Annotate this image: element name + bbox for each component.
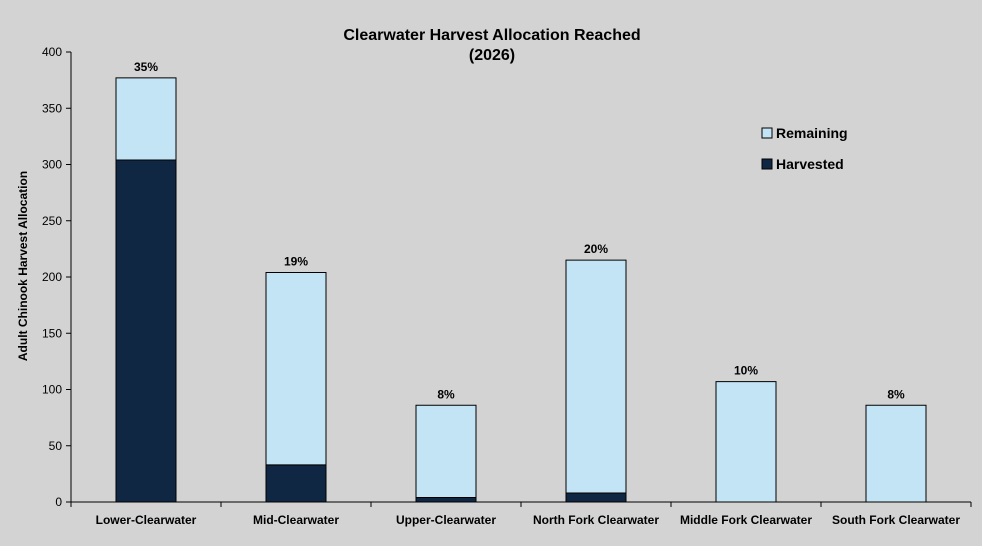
bar-remaining-south-fork-clearwater [865, 404, 927, 503]
bar-remaining-lower-clearwater [115, 77, 177, 161]
x-tick-label-north-fork-clearwater: North Fork Clearwater [533, 513, 659, 527]
data-label-upper-clearwater: 8% [437, 387, 455, 401]
legend-label-harvested: Harvested [776, 156, 844, 172]
data-label-lower-clearwater: 35% [134, 60, 158, 74]
bar-harvested-mid-clearwater [265, 464, 327, 503]
y-tick-label: 50 [49, 439, 63, 453]
bar-remaining-north-fork-clearwater [565, 259, 627, 494]
y-tick-label: 200 [42, 270, 62, 284]
y-tick-label: 100 [42, 383, 62, 397]
y-tick-label: 0 [55, 495, 62, 509]
bar-remaining-upper-clearwater [415, 404, 477, 498]
x-tick-label-upper-clearwater: Upper-Clearwater [396, 513, 496, 527]
bar-harvested-upper-clearwater [415, 497, 477, 503]
bar-harvested-north-fork-clearwater [565, 492, 627, 503]
y-tick-label: 150 [42, 326, 62, 340]
bar-remaining-mid-clearwater [265, 272, 327, 466]
x-tick-label-middle-fork-clearwater: Middle Fork Clearwater [680, 513, 812, 527]
data-label-middle-fork-clearwater: 10% [734, 364, 758, 378]
legend: Remaining Harvested [761, 125, 848, 172]
y-tick-label: 300 [42, 158, 62, 172]
bar-remaining-middle-fork-clearwater [715, 381, 777, 503]
data-label-north-fork-clearwater: 20% [584, 242, 608, 256]
y-tick-label: 400 [42, 45, 62, 59]
y-tick-label: 250 [42, 214, 62, 228]
data-label-mid-clearwater: 19% [284, 255, 308, 269]
bar-harvested-lower-clearwater [115, 159, 177, 503]
legend-swatch-remaining [761, 127, 773, 139]
chart-subtitle: (2026) [469, 47, 515, 64]
chart-title: Clearwater Harvest Allocation Reached [343, 27, 640, 44]
x-tick-label-lower-clearwater: Lower-Clearwater [96, 513, 197, 527]
x-tick-label-mid-clearwater: Mid-Clearwater [253, 513, 339, 527]
y-axis-label: Adult Chinook Harvest Allocation [16, 171, 30, 361]
plot-area: 0 50 100 150 200 250 300 350 400 35% Lower-Clearwa… [42, 45, 972, 527]
legend-swatch-harvested [761, 158, 773, 170]
y-tick-label: 350 [42, 101, 62, 115]
x-tick-label-south-fork-clearwater: South Fork Clearwater [832, 513, 960, 527]
data-label-south-fork-clearwater: 8% [887, 387, 905, 401]
legend-label-remaining: Remaining [776, 125, 848, 141]
